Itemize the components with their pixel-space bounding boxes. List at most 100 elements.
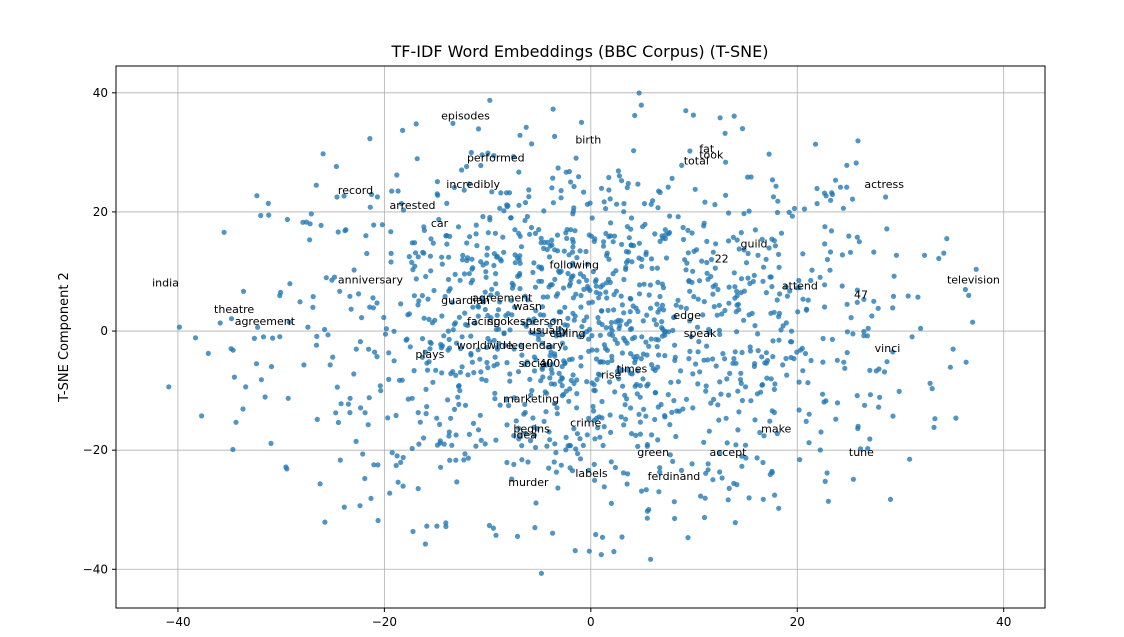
scatter-point xyxy=(791,356,797,362)
scatter-point xyxy=(251,335,257,341)
scatter-point xyxy=(623,416,629,422)
scatter-point xyxy=(621,209,627,215)
scatter-point xyxy=(454,479,460,485)
scatter-point xyxy=(559,393,565,399)
scatter-point xyxy=(640,376,646,382)
scatter-point xyxy=(800,368,806,374)
scatter-point xyxy=(485,230,491,236)
scatter-point xyxy=(614,340,621,346)
scatter-point xyxy=(688,334,695,340)
scatter-point xyxy=(566,283,573,289)
scatter-point xyxy=(406,254,412,260)
scatter-point xyxy=(834,400,841,406)
scatter-point xyxy=(950,346,956,352)
scatter-point xyxy=(549,242,555,248)
scatter-point xyxy=(230,446,236,453)
scatter-point xyxy=(685,535,691,541)
scatter-point xyxy=(570,260,576,266)
scatter-point xyxy=(546,429,552,435)
scatter-point xyxy=(636,411,642,417)
scatter-point xyxy=(618,293,624,299)
scatter-point xyxy=(893,252,900,258)
scatter-point xyxy=(618,414,624,420)
scatter-point xyxy=(559,375,565,381)
scatter-point xyxy=(604,295,610,301)
scatter-point xyxy=(656,352,662,358)
scatter-point xyxy=(616,173,623,179)
scatter-point xyxy=(400,127,406,133)
scatter-point xyxy=(783,284,789,290)
scatter-point xyxy=(547,282,554,288)
scatter-point xyxy=(574,377,580,383)
scatter-point xyxy=(488,292,494,298)
scatter-point xyxy=(559,340,566,346)
scatter-point xyxy=(654,265,661,271)
scatter-point xyxy=(652,416,658,423)
scatter-point xyxy=(755,348,761,354)
scatter-point xyxy=(589,215,595,221)
scatter-point xyxy=(478,162,484,169)
scatter-point xyxy=(325,332,331,338)
scatter-point xyxy=(909,334,915,340)
scatter-point xyxy=(387,490,393,496)
scatter-point xyxy=(555,165,561,171)
scatter-point xyxy=(884,359,890,365)
scatter-point xyxy=(609,353,615,359)
scatter-point xyxy=(596,319,602,325)
scatter-point xyxy=(479,152,485,158)
scatter-point xyxy=(199,413,205,419)
scatter-point xyxy=(563,230,569,236)
scatter-point xyxy=(770,354,776,360)
scatter-point xyxy=(657,189,663,195)
scatter-point xyxy=(487,97,493,103)
scatter-point xyxy=(738,370,744,376)
scatter-point xyxy=(447,457,453,463)
scatter-point xyxy=(796,379,802,385)
scatter-point xyxy=(532,525,538,531)
scatter-point xyxy=(584,329,590,335)
scatter-point xyxy=(601,342,608,348)
scatter-point xyxy=(625,471,631,477)
scatter-point xyxy=(427,253,433,259)
scatter-point xyxy=(772,381,778,387)
scatter-point xyxy=(683,108,689,114)
scatter-point xyxy=(701,439,707,445)
scatter-point xyxy=(706,428,712,434)
scatter-point xyxy=(414,156,420,162)
scatter-point xyxy=(847,249,854,255)
scatter-point xyxy=(399,377,405,383)
scatter-point xyxy=(322,519,328,525)
scatter-point xyxy=(558,332,564,338)
scatter-point xyxy=(495,307,502,313)
scatter-point xyxy=(685,250,691,256)
scatter-point xyxy=(166,384,172,390)
scatter-point xyxy=(519,352,525,358)
scatter-point xyxy=(702,199,708,205)
scatter-point xyxy=(398,200,404,207)
scatter-point xyxy=(766,245,772,251)
scatter-point xyxy=(739,349,745,356)
scatter-point xyxy=(875,305,881,311)
scatter-point xyxy=(884,226,890,232)
word-label: incredibly xyxy=(446,178,500,191)
scatter-point xyxy=(717,450,723,456)
scatter-point xyxy=(741,288,748,294)
scatter-point xyxy=(482,441,488,447)
scatter-point xyxy=(600,442,606,449)
scatter-point xyxy=(533,357,539,363)
scatter-point xyxy=(563,447,569,453)
scatter-point xyxy=(480,214,486,220)
scatter-point xyxy=(491,251,497,257)
scatter-point xyxy=(386,376,392,382)
scatter-point xyxy=(581,286,587,292)
word-label: make xyxy=(761,422,791,435)
scatter-point xyxy=(496,326,502,332)
scatter-point xyxy=(861,328,867,335)
scatter-point xyxy=(303,219,310,225)
scatter-point xyxy=(725,497,731,503)
scatter-point xyxy=(635,443,641,449)
scatter-point xyxy=(944,236,950,242)
scatter-point xyxy=(434,191,440,197)
scatter-point xyxy=(374,300,380,306)
